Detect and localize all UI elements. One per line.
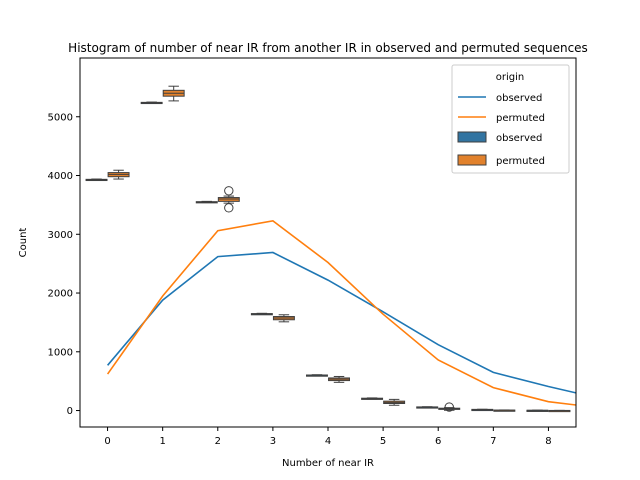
legend-label: observed — [496, 133, 542, 144]
box-flier — [224, 203, 234, 213]
y-tick-label: 4000 — [48, 171, 73, 182]
y-tick-label: 0 — [67, 406, 73, 417]
y-tick-label: 5000 — [48, 112, 73, 123]
chart-title: Histogram of number of near IR from anot… — [68, 41, 588, 55]
y-tick-label: 1000 — [48, 347, 73, 358]
line-observed — [106, 251, 576, 394]
box-permuted-6 — [438, 402, 461, 412]
x-tick-label: 8 — [545, 436, 551, 447]
box-observed-7 — [471, 408, 494, 412]
box-permuted-3 — [272, 314, 295, 323]
box-observed-6 — [416, 406, 439, 409]
line-permuted — [106, 219, 576, 406]
box-permuted-0 — [107, 169, 130, 180]
x-tick-label: 5 — [380, 436, 386, 447]
box-observed-0 — [85, 178, 108, 182]
box-flier — [444, 402, 454, 412]
y-axis-label: Count — [18, 228, 29, 258]
box-observed-3 — [250, 312, 273, 316]
x-tick-label: 3 — [270, 436, 276, 447]
box-permuted-8 — [548, 409, 571, 413]
legend: origin observed permuted observed permuted — [451, 64, 570, 174]
y-tick-label: 2000 — [48, 289, 73, 300]
legend-label: observed — [496, 93, 542, 104]
legend-swatch-box — [457, 131, 487, 143]
box-permuted-1 — [162, 85, 185, 102]
x-tick-label: 6 — [435, 436, 441, 447]
box-permuted-5 — [383, 398, 406, 406]
box-permuted-4 — [328, 375, 350, 383]
x-tick-label: 4 — [325, 436, 331, 447]
x-tick-label: 2 — [215, 436, 221, 447]
x-tick-label: 0 — [104, 436, 110, 447]
box-observed-1 — [140, 101, 163, 105]
legend-swatch-box — [457, 154, 487, 166]
box-observed-8 — [526, 409, 549, 412]
y-tick-label: 3000 — [48, 230, 73, 241]
x-tick-label: 1 — [159, 436, 165, 447]
box-observed-5 — [361, 397, 384, 400]
box-observed-4 — [306, 374, 328, 377]
legend-frame — [451, 64, 570, 174]
x-tick-label: 7 — [490, 436, 496, 447]
box-permuted-7 — [493, 409, 516, 412]
x-axis-label: Number of near IR — [282, 458, 374, 469]
legend-label: permuted — [496, 113, 545, 124]
box-flier — [224, 186, 234, 196]
legend-label: permuted — [496, 156, 545, 167]
box-permuted-2 — [217, 186, 240, 213]
box-observed-2 — [195, 200, 218, 204]
legend-title: origin — [496, 72, 524, 83]
